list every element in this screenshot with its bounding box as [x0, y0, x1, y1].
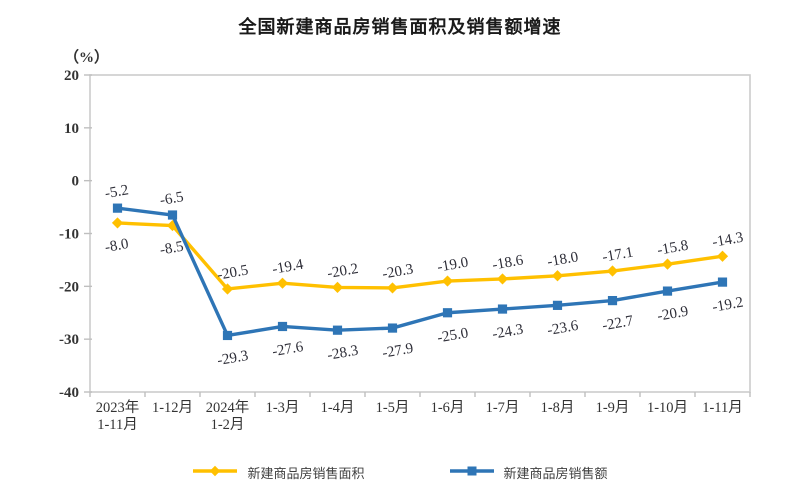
data-point-marker [167, 210, 178, 220]
legend-item-sales-area: 新建商品房销售面积 [192, 463, 365, 482]
data-point-marker [386, 282, 399, 294]
data-point-marker [551, 270, 564, 282]
sales-amount-line-marker-icon [449, 464, 495, 481]
data-point-marker [441, 275, 454, 287]
plot-area-border [89, 74, 751, 393]
data-point-marker [222, 330, 233, 341]
data-point-marker [112, 203, 123, 213]
x-axis-category-label: 1-4月 [321, 400, 355, 416]
x-axis-category-label: 1-3月 [266, 400, 300, 416]
data-point-label: -5.2 [104, 182, 130, 202]
data-point-label: -8.5 [159, 239, 185, 259]
data-point-label: -22.7 [601, 313, 635, 334]
x-axis-category-label: 1-9月 [596, 400, 630, 416]
data-point-marker [552, 300, 563, 310]
data-point-marker [717, 277, 728, 287]
x-axis-category-label: 1-6月 [431, 400, 465, 416]
data-point-label: -28.3 [326, 343, 360, 364]
data-point-label: -15.8 [656, 238, 690, 259]
sales-area-line-marker-icon [192, 464, 238, 481]
data-point-label: -23.6 [546, 318, 580, 339]
data-point-marker [332, 325, 343, 335]
data-point-marker [661, 258, 674, 270]
data-point-marker [607, 295, 618, 306]
data-point-marker [662, 286, 673, 296]
data-point-label: -19.0 [436, 255, 470, 276]
data-point-label: -19.2 [711, 295, 745, 316]
data-point-marker [606, 265, 619, 277]
data-point-marker [276, 277, 289, 289]
y-axis-unit-label: （%） [64, 50, 110, 66]
data-point-marker [387, 323, 398, 333]
data-point-marker [497, 304, 508, 314]
data-point-label: -18.6 [491, 252, 525, 273]
data-point-label: -24.3 [491, 322, 525, 343]
series-line-1 [115, 206, 725, 338]
x-axis-category-label: 1-8月 [541, 400, 575, 416]
data-point-label: -18.0 [546, 249, 580, 270]
data-point-label: -29.3 [216, 348, 250, 369]
x-axis-category-label: 1-10月 [647, 400, 688, 416]
legend-label-sales-amount: 新建商品房销售额 [503, 465, 608, 481]
x-axis-category-label: 2023年 1-11月 [96, 399, 140, 433]
data-point-label: -27.9 [381, 341, 415, 362]
y-axis-tick-label: -30 [59, 332, 79, 348]
data-point-label: -27.6 [271, 339, 305, 360]
data-point-label: -25.0 [436, 325, 470, 346]
data-point-label: -19.4 [271, 257, 305, 278]
y-axis-tick-label: 10 [64, 121, 79, 137]
data-point-label: -20.3 [381, 261, 415, 282]
data-point-marker [277, 321, 288, 332]
data-point-marker [716, 250, 729, 262]
y-axis-tick-label: -40 [59, 385, 79, 401]
data-point-marker [111, 217, 124, 229]
data-point-label: -17.1 [601, 244, 635, 265]
y-axis-tick-label: -10 [59, 227, 79, 243]
data-point-label: -14.3 [711, 230, 745, 251]
x-axis-category-label: 1-7月 [486, 400, 520, 416]
data-point-label: -8.0 [104, 236, 130, 256]
data-point-label: -20.5 [216, 262, 250, 283]
y-axis-tick-label: 20 [64, 68, 79, 84]
legend-marker-glyph [449, 466, 494, 475]
x-axis-category-label: 2024年 1-2月 [206, 399, 250, 433]
x-axis-category-label: 1-5月 [376, 400, 410, 416]
data-point-label: -20.9 [656, 304, 690, 325]
data-point-label: -20.2 [326, 261, 360, 282]
chart-legend: 新建商品房销售面积 新建商品房销售额 [0, 461, 800, 483]
y-axis-tick-label: -20 [59, 279, 79, 295]
x-axis-category-label: 1-12月 [152, 400, 193, 416]
y-axis-tick-label: 0 [72, 174, 80, 190]
legend-marker-glyph [193, 465, 238, 476]
chart-title: 全国新建商品房销售面积及销售额增速 [238, 17, 562, 37]
data-point-marker [496, 273, 509, 285]
data-point-label: -6.5 [159, 189, 185, 209]
data-point-marker [221, 283, 234, 295]
series-line-0 [115, 221, 725, 291]
data-point-marker [442, 308, 453, 318]
legend-label-sales-area: 新建商品房销售面积 [247, 465, 365, 481]
legend-item-sales-amount: 新建商品房销售额 [449, 463, 608, 482]
data-point-marker [331, 281, 344, 293]
x-axis-category-label: 1-11月 [702, 400, 743, 416]
